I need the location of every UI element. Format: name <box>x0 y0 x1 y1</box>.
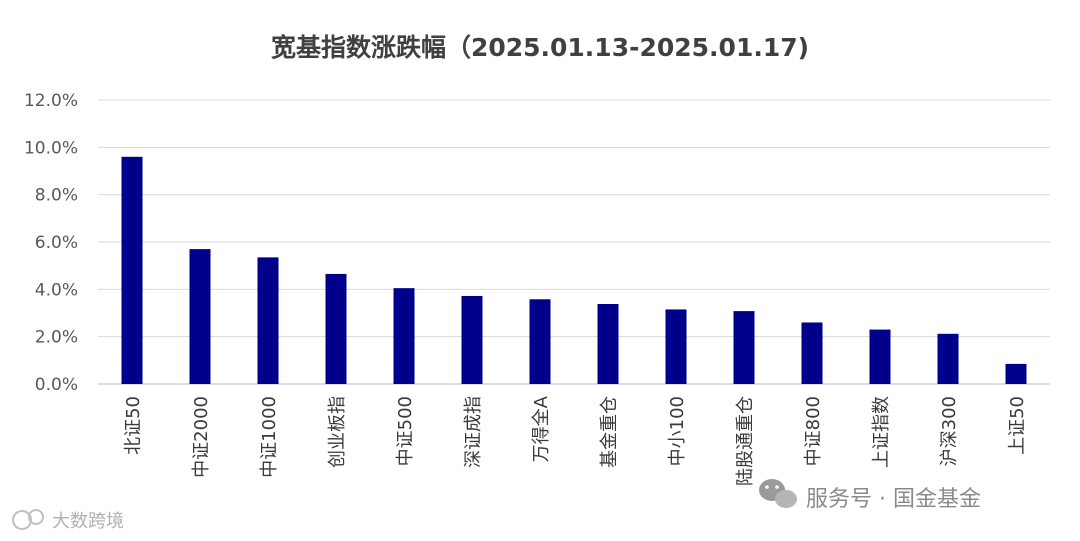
x-axis-labels: 北证50 中证2000 中证1000 创业板指 中证500 深证成指 万得全A 基金重仓 中小1… <box>123 395 1028 486</box>
x-category-label: 上证50 <box>1007 396 1028 455</box>
bars <box>121 156 1027 384</box>
bar <box>869 329 891 384</box>
y-tick-label: 12.0% <box>24 91 78 111</box>
watermark-right-text: 服务号 · 国金基金 <box>806 487 981 512</box>
bar <box>801 322 823 384</box>
y-tick-label: 8.0% <box>35 186 78 206</box>
watermark-right: 服务号 · 国金基金 <box>759 479 981 512</box>
watermark-left: 大数跨境 <box>12 509 124 532</box>
y-tick-label: 6.0% <box>35 233 78 253</box>
x-category-label: 创业板指 <box>327 396 348 468</box>
y-tick-label: 10.0% <box>24 138 78 158</box>
x-category-label: 北证50 <box>123 396 144 455</box>
x-category-label: 陆股通重仓 <box>735 396 756 486</box>
x-category-label: 基金重仓 <box>599 396 620 468</box>
y-tick-label: 2.0% <box>35 328 78 348</box>
bar <box>393 288 415 384</box>
watermark-logo-icon <box>12 509 44 530</box>
bar <box>529 299 551 384</box>
grid-lines <box>98 99 1050 385</box>
bar <box>937 333 959 384</box>
bar <box>189 249 211 384</box>
x-category-label: 上证指数 <box>871 396 892 468</box>
x-category-label: 中小100 <box>667 396 688 466</box>
bar <box>1005 363 1027 384</box>
bar <box>665 309 687 384</box>
x-category-label: 中证1000 <box>259 396 280 478</box>
x-category-label: 沪深300 <box>939 396 960 466</box>
bar <box>121 156 143 384</box>
x-category-label: 中证800 <box>803 396 824 466</box>
watermark-left-text: 大数跨境 <box>52 511 124 532</box>
x-category-label: 深证成指 <box>463 396 484 468</box>
x-category-label: 中证500 <box>395 396 416 466</box>
x-category-label: 万得全A <box>531 395 552 462</box>
y-axis-ticks: 0.0% 2.0% 4.0% 6.0% 8.0% 10.0% 12.0% <box>24 91 78 395</box>
chart-title: 宽基指数涨跌幅（2025.01.13-2025.01.17) <box>271 33 809 62</box>
y-tick-label: 0.0% <box>35 375 78 395</box>
bar <box>325 273 347 384</box>
x-category-label: 中证2000 <box>191 396 212 478</box>
y-tick-label: 4.0% <box>35 280 78 300</box>
bar <box>461 295 483 384</box>
bar <box>257 257 279 384</box>
bar <box>597 304 619 384</box>
bar <box>733 311 755 384</box>
wechat-icon <box>759 479 797 508</box>
